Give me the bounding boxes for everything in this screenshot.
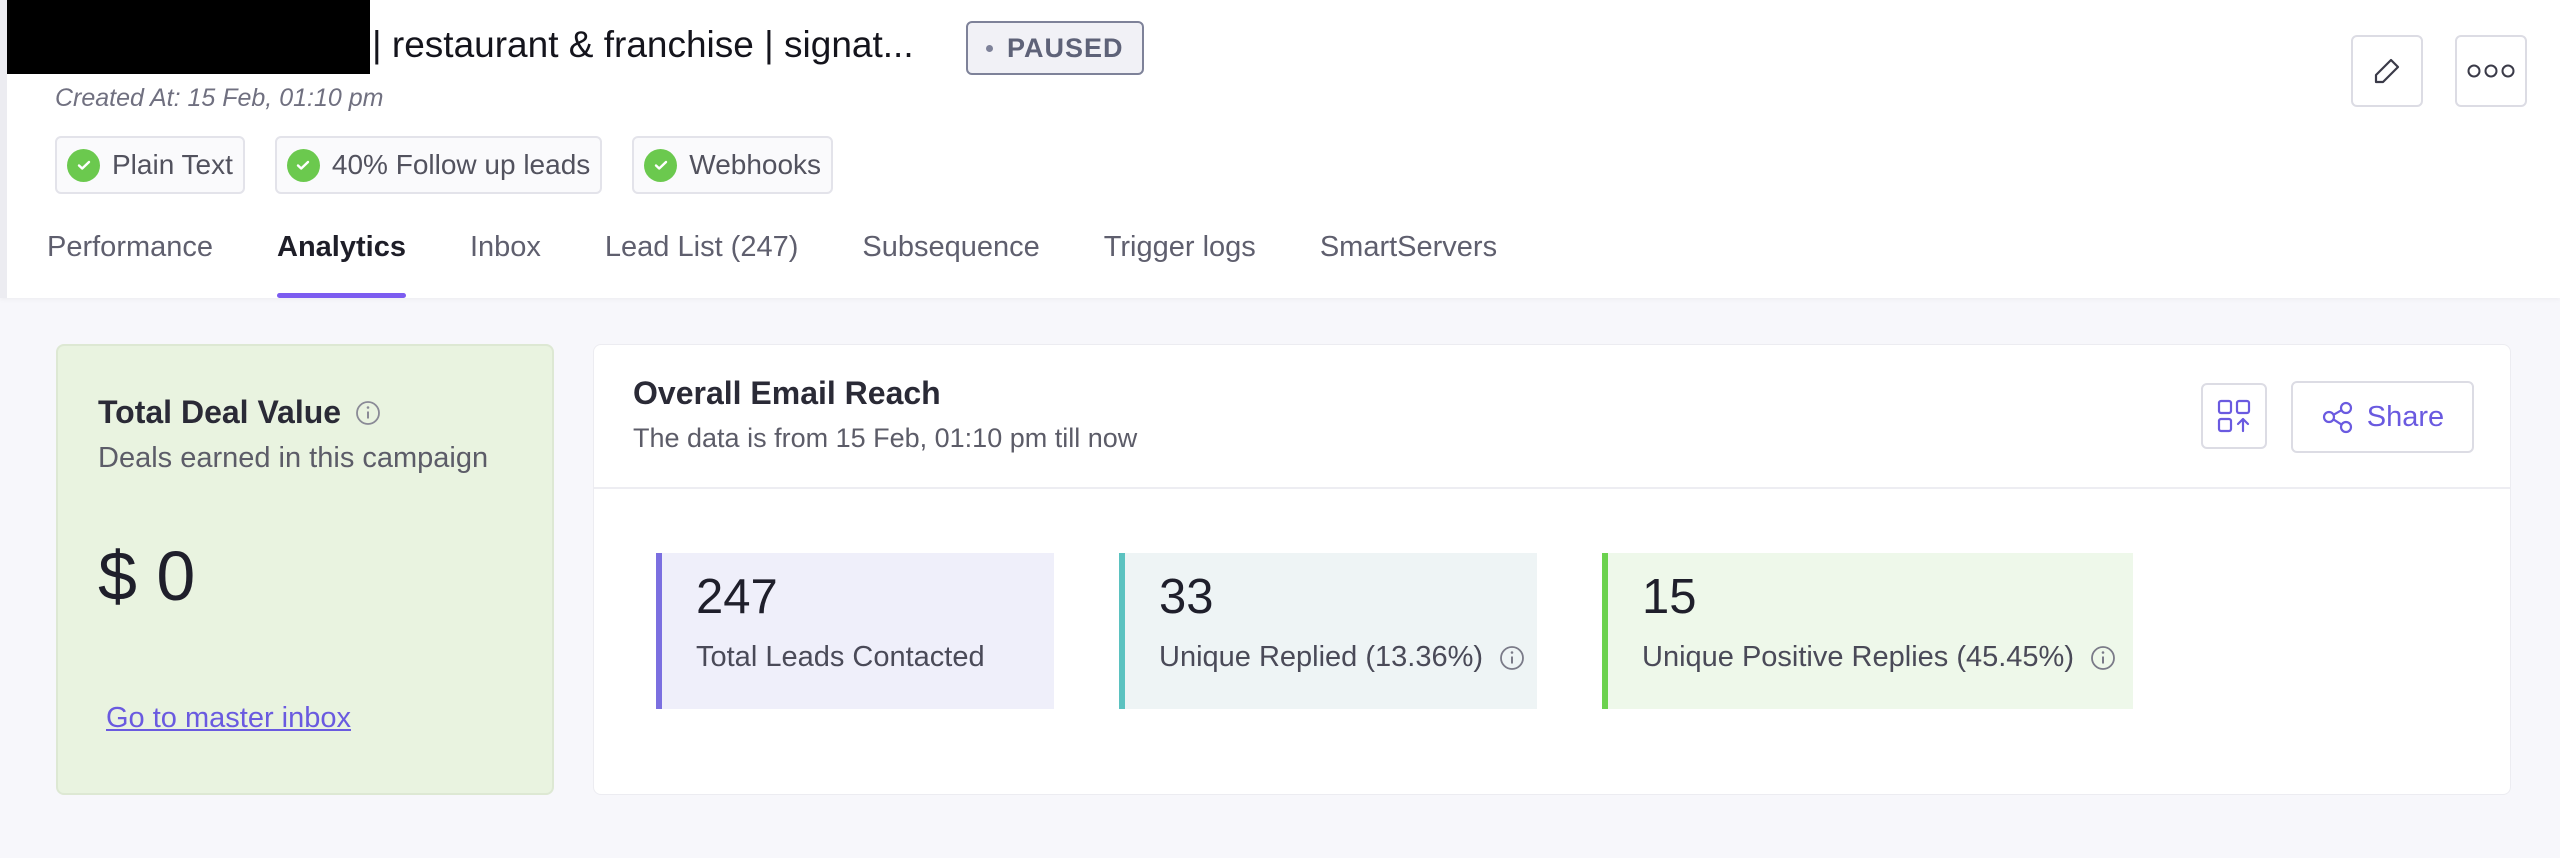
share-label: Share [2366, 400, 2445, 433]
tab-inbox[interactable]: Inbox [469, 231, 541, 263]
chip-follow-up-leads: 40% Follow up leads [274, 136, 603, 194]
tab-lead-list[interactable]: Lead List (247) [604, 231, 799, 263]
stat-label-text: Total Leads Contacted [696, 641, 985, 673]
check-icon [286, 148, 320, 182]
edit-button[interactable] [2351, 35, 2423, 107]
share-button[interactable]: Share [2291, 381, 2474, 453]
stat-label: Unique Replied (13.36%) [1159, 641, 1525, 674]
check-icon [67, 148, 100, 182]
check-icon [644, 148, 678, 182]
stat-label: Unique Positive Replies (45.45%) [1642, 641, 2116, 674]
share-icon [2322, 401, 2352, 434]
more-icon [2467, 64, 2515, 78]
deal-card-subtitle: Deals earned in this campaign [98, 442, 489, 474]
campaign-header: | restaurant & franchise | signat... PAU… [0, 0, 2560, 298]
deal-value: $ 0 [98, 537, 196, 615]
feature-chips: Plain Text 40% Follow up leads Webhooks [55, 136, 834, 194]
master-inbox-link[interactable]: Go to master inbox [106, 702, 351, 734]
edit-icon [2374, 58, 2400, 84]
stat-label-text: Unique Replied (13.36%) [1159, 641, 1484, 673]
stat-unique-replied: 33 Unique Replied (13.36%) [1119, 553, 1537, 709]
total-deal-value-card: Total Deal Value Deals earned in this ca… [56, 344, 554, 795]
tab-subsequence[interactable]: Subsequence [862, 231, 1040, 263]
stat-value: 15 [1642, 570, 1697, 624]
tab-analytics[interactable]: Analytics [277, 224, 406, 298]
tab-performance[interactable]: Performance [47, 231, 214, 263]
stat-label: Total Leads Contacted [696, 641, 985, 674]
deal-card-title: Total Deal Value [98, 394, 381, 431]
deal-card-title-text: Total Deal Value [98, 394, 342, 430]
chip-plain-text: Plain Text [55, 136, 245, 194]
email-reach-header: Overall Email Reach The data is from 15 … [594, 345, 2510, 489]
email-reach-subtitle: The data is from 15 Feb, 01:10 pm till n… [633, 423, 1138, 453]
redacted-region [7, 0, 370, 74]
stat-label-text: Unique Positive Replies (45.45%) [1642, 641, 2074, 673]
tab-smartservers[interactable]: SmartServers [1319, 231, 1498, 263]
layout-button[interactable] [2201, 383, 2267, 449]
chip-label: 40% Follow up leads [331, 149, 591, 180]
chip-label: Plain Text [112, 149, 233, 180]
chip-label: Webhooks [689, 149, 822, 180]
layout-icon [2217, 399, 2251, 433]
email-reach-title: Overall Email Reach [633, 375, 941, 411]
more-options-button[interactable] [2455, 35, 2527, 107]
tab-trigger-logs[interactable]: Trigger logs [1103, 231, 1256, 263]
info-icon[interactable] [355, 400, 381, 426]
created-at: Created At: 15 Feb, 01:10 pm [55, 84, 384, 112]
stat-unique-positive-replies: 15 Unique Positive Replies (45.45%) [1602, 553, 2133, 709]
email-reach-card: Overall Email Reach The data is from 15 … [593, 344, 2511, 795]
stat-value: 33 [1159, 570, 1214, 624]
status-badge: PAUSED [966, 21, 1144, 75]
info-icon[interactable] [1499, 645, 1525, 671]
status-dot [986, 44, 993, 52]
info-icon[interactable] [2090, 645, 2116, 671]
campaign-tabs: Performance Analytics Inbox Lead List (2… [47, 224, 1497, 298]
status-label: PAUSED [1007, 32, 1124, 63]
campaign-title: | restaurant & franchise | signat... [372, 24, 914, 65]
stat-total-leads-contacted: 247 Total Leads Contacted [656, 553, 1054, 709]
chip-webhooks: Webhooks [632, 136, 834, 194]
stat-value: 247 [696, 570, 778, 624]
